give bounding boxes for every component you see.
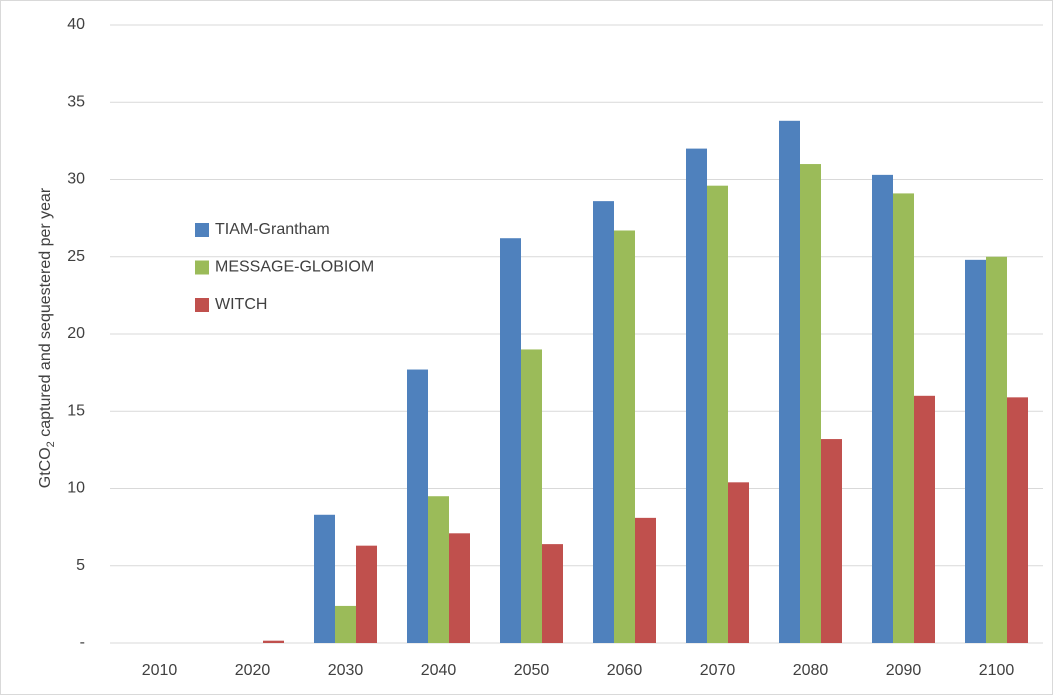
bar <box>335 605 356 643</box>
bar <box>707 185 728 643</box>
bar <box>521 349 542 643</box>
bar <box>1007 397 1028 643</box>
bar <box>893 193 914 643</box>
bar <box>779 120 800 644</box>
x-tick-label: 2030 <box>328 662 364 679</box>
bar <box>314 514 335 643</box>
bar <box>965 259 986 643</box>
bar <box>821 439 842 643</box>
bar <box>593 201 614 643</box>
y-tick-label: 25 <box>67 248 85 265</box>
bar <box>800 164 821 644</box>
bar <box>914 395 935 643</box>
bar <box>728 482 749 643</box>
x-tick-label: 2090 <box>886 662 922 679</box>
bar <box>356 545 377 643</box>
bar <box>263 640 284 643</box>
legend-label: MESSAGE-GLOBIOM <box>215 259 374 276</box>
x-tick-label: 2080 <box>793 662 829 679</box>
bar <box>500 238 521 643</box>
x-tick-label: 2070 <box>700 662 736 679</box>
y-tick-label: 40 <box>67 16 85 33</box>
legend-label: WITCH <box>215 296 267 313</box>
x-tick-label: 2040 <box>421 662 457 679</box>
y-tick-label: 20 <box>67 325 85 342</box>
legend-swatch <box>195 223 209 237</box>
y-title-suffix: captured and sequestered per year <box>37 187 54 441</box>
bar <box>872 174 893 644</box>
y-tick-label: 15 <box>67 402 85 419</box>
bar <box>614 230 635 644</box>
x-tick-label: 2050 <box>514 662 550 679</box>
bar <box>407 369 428 643</box>
y-title-subscript: 2 <box>45 441 57 447</box>
y-tick-label: 30 <box>67 171 85 188</box>
bar <box>635 517 656 643</box>
y-axis-title: GtCO2 captured and sequestered per year <box>37 187 57 488</box>
x-tick-label: 2020 <box>235 662 271 679</box>
y-tick-label: - <box>80 634 85 651</box>
y-title-prefix: GtCO <box>37 447 54 488</box>
bar <box>449 533 470 643</box>
legend-swatch <box>195 298 209 312</box>
x-tick-label: 2100 <box>979 662 1015 679</box>
x-tick-label: 2060 <box>607 662 643 679</box>
y-tick-label: 5 <box>76 557 85 574</box>
bar <box>986 256 1007 643</box>
y-tick-label: 35 <box>67 93 85 110</box>
legend-label: TIAM-Grantham <box>215 221 330 238</box>
legend-swatch <box>195 260 209 275</box>
y-tick-label: 10 <box>67 480 85 497</box>
bar <box>686 148 707 643</box>
bar <box>428 496 449 643</box>
x-tick-label: 2010 <box>142 662 178 679</box>
bar <box>542 544 563 643</box>
